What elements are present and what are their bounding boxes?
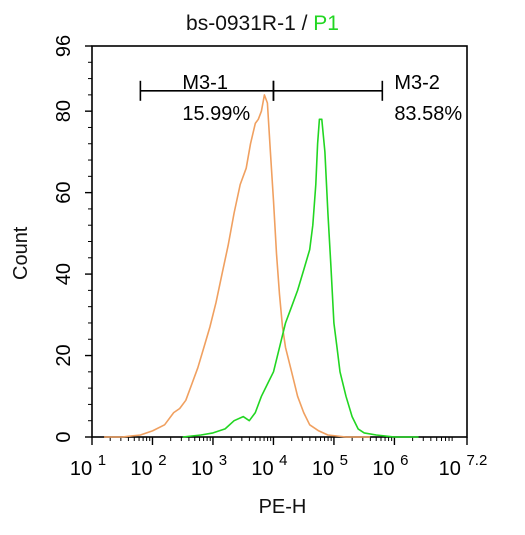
x-tick-exponent: 6 <box>400 452 408 469</box>
y-tick-label: 96 <box>53 35 75 57</box>
x-tick-exponent: 1 <box>98 452 106 469</box>
chart-title: bs-0931R-1 / P1 <box>0 12 525 36</box>
chart-title-gate: P1 <box>313 12 339 35</box>
x-tick-base: 10 <box>439 458 467 480</box>
x-tick-label: 10 7.2 <box>439 452 488 480</box>
x-tick-label: 10 1 <box>70 452 106 480</box>
x-tick-exponent: 5 <box>340 452 348 469</box>
y-tick-label: 80 <box>53 100 75 122</box>
x-tick-exponent: 3 <box>219 452 227 469</box>
y-tick-label: 40 <box>53 263 75 285</box>
x-axis-label: PE-H <box>258 496 307 518</box>
x-tick-exponent: 2 <box>158 452 166 469</box>
y-tick-label: 20 <box>53 344 75 366</box>
x-tick-label: 10 6 <box>372 452 408 480</box>
x-tick-base: 10 <box>372 458 400 480</box>
y-tick-label: 0 <box>53 431 75 442</box>
x-tick-label: 10 2 <box>130 452 166 480</box>
gate-name: M3-2 <box>394 72 440 94</box>
gate-name: M3-1 <box>182 72 228 94</box>
histogram-series-2 <box>182 118 419 438</box>
x-tick-base: 10 <box>70 458 98 480</box>
gate-percent: 15.99% <box>182 103 250 125</box>
x-tick-base: 10 <box>130 458 158 480</box>
chart-title-main: bs-0931R-1 / <box>186 12 314 35</box>
x-tick-label: 10 3 <box>191 452 227 480</box>
x-tick-base: 10 <box>191 458 219 480</box>
y-tick-label: 60 <box>53 182 75 204</box>
x-tick-label: 10 4 <box>251 452 287 480</box>
x-tick-exponent: 7.2 <box>466 452 487 469</box>
x-tick-base: 10 <box>251 458 279 480</box>
x-tick-label: 10 5 <box>312 452 348 480</box>
x-tick-base: 10 <box>312 458 340 480</box>
gate-percent: 83.58% <box>394 103 462 125</box>
histogram-series-1 <box>104 94 371 438</box>
x-tick-exponent: 4 <box>279 452 287 469</box>
